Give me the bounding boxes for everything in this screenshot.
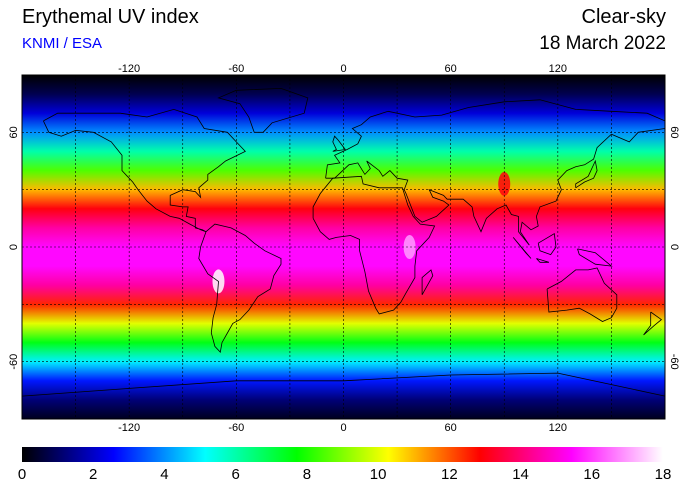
axis-ticks: -120 -120 -60 -60 0 0 60 60 120 120 60 60 0 0 -60 -60: [8, 63, 680, 434]
map-date: 18 March 2022: [539, 33, 666, 54]
uv-index-field: [22, 75, 665, 419]
data-source-label: KNMI / ESA: [22, 35, 103, 52]
map-frame: [21, 74, 666, 420]
lon-tick-bottom: -60: [228, 422, 244, 434]
colorbar-tick-label: 12: [441, 466, 458, 483]
colorbar: [22, 447, 663, 462]
lat-tick-right: 0: [668, 244, 680, 250]
lon-tick-bottom: 60: [445, 422, 457, 434]
colorbar-labels: 0 2 4 6 8 10 12 14 16 18: [18, 466, 672, 483]
lon-tick-bottom: 120: [549, 422, 567, 434]
colorbar-tick-label: 6: [231, 466, 239, 483]
hotspot-east-africa-highlands: [403, 235, 416, 259]
graticule: [22, 75, 665, 419]
lat-tick-left: 0: [8, 244, 20, 250]
lon-tick-top: -120: [118, 63, 140, 75]
lat-tick-right: 60: [668, 126, 680, 138]
colorbar-tick-label: 14: [512, 466, 529, 483]
map-title: Erythemal UV index: [22, 6, 199, 28]
lat-tick-right: -60: [668, 354, 680, 370]
lon-tick-top: 0: [340, 63, 346, 75]
lon-tick-top: -60: [228, 63, 244, 75]
lat-tick-left: -60: [8, 354, 20, 370]
lon-tick-bottom: -120: [118, 422, 140, 434]
colorbar-tick-label: 18: [655, 466, 672, 483]
colorbar-tick-label: 8: [303, 466, 311, 483]
colorbar-tick-label: 10: [370, 466, 387, 483]
colorbar-tick-label: 4: [160, 466, 168, 483]
colorbar-tick-label: 2: [89, 466, 97, 483]
sky-condition-label: Clear-sky: [581, 6, 666, 28]
lon-tick-top: 120: [549, 63, 567, 75]
lon-tick-bottom: 0: [340, 422, 346, 434]
colorbar-tick-label: 16: [583, 466, 600, 483]
colorbar-tick-label: 0: [18, 466, 26, 483]
lat-tick-left: 60: [8, 126, 20, 138]
lon-tick-top: 60: [445, 63, 457, 75]
